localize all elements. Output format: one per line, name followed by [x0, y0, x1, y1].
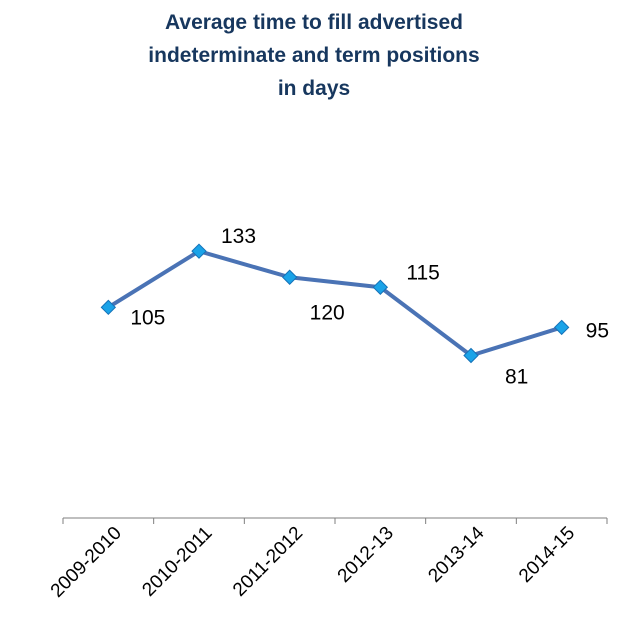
x-tick-label: 2010-2011 [138, 523, 216, 601]
series-line [106, 249, 564, 358]
chart-title-line-1: Average time to fill advertised [165, 11, 463, 34]
x-tick-label: 2014-15 [515, 523, 579, 587]
x-tick-label: 2009-2010 [47, 523, 126, 602]
chart-title: Average time to fill advertised indeterm… [64, 6, 564, 105]
chart-title-line-2: indeterminate and term positions [148, 44, 480, 67]
data-label: 105 [130, 306, 165, 329]
data-label: 133 [221, 225, 256, 248]
data-label: 81 [505, 365, 528, 388]
x-tick-label: 2013-14 [424, 522, 488, 586]
data-point-marker [191, 243, 207, 259]
data-point-marker [281, 269, 298, 285]
data-label: 95 [586, 319, 609, 342]
data-label: 120 [310, 301, 345, 324]
x-tick-label: 2011-2012 [229, 523, 307, 601]
data-label: 115 [406, 261, 439, 284]
data-point-marker [553, 319, 570, 336]
data-point-marker [100, 299, 117, 316]
chart-title-line-3: in days [277, 77, 351, 100]
data-point-marker [463, 347, 479, 364]
data-point-marker [372, 279, 389, 295]
x-tick-label: 2012-13 [334, 523, 398, 587]
